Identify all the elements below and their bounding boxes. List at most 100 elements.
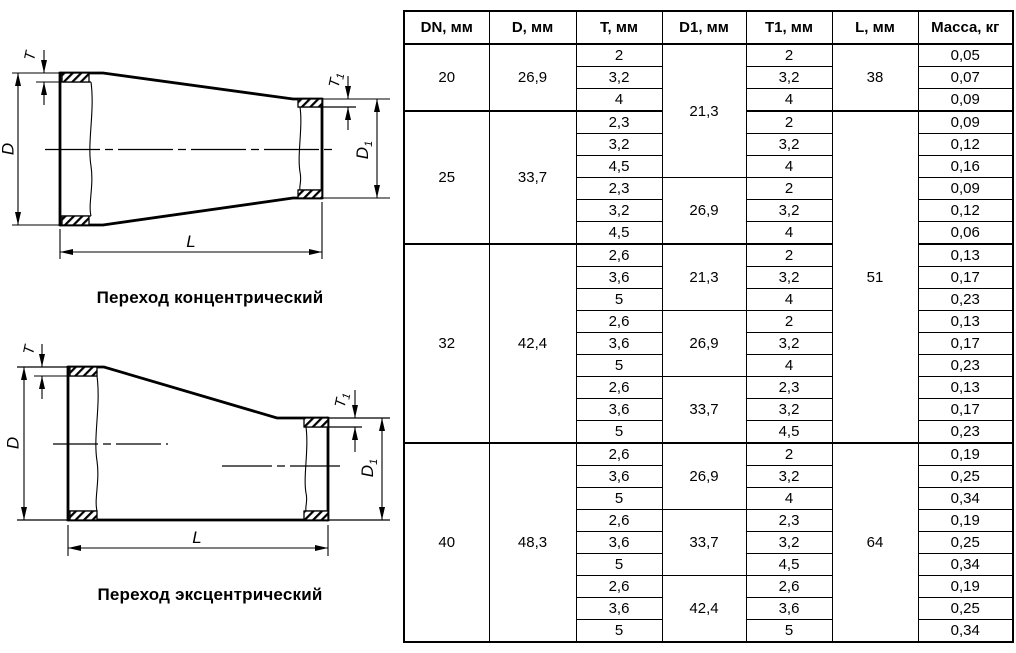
- inner-wall-edges: [68, 375, 362, 512]
- table-cell: 4: [745, 221, 833, 245]
- table-row: 3,2 3,2 0,12: [404, 133, 1014, 156]
- table-cell: 2: [745, 243, 833, 267]
- dim-label-T1: T1: [332, 391, 354, 410]
- table-cell: 0,23: [917, 420, 1014, 444]
- table-cell: 0,23: [917, 288, 1014, 311]
- table-cell: 0,09: [917, 110, 1014, 134]
- table-cell: 0,09: [917, 177, 1014, 200]
- dim-label-T: T: [21, 48, 40, 62]
- table-cell: 26,9: [488, 43, 577, 112]
- table-cell: 4: [745, 288, 833, 311]
- dimension-D1: [322, 98, 390, 199]
- table-cell: 2,6: [575, 310, 663, 333]
- table-cell: 3,2: [745, 266, 833, 289]
- dim-label-D: D: [0, 143, 17, 155]
- table-row: 3,2 3,2 0,12: [404, 199, 1014, 222]
- table-cell: 0,17: [917, 332, 1014, 355]
- table-cell: 0,19: [917, 442, 1014, 466]
- eccentric-caption: Переход эксцентрический: [97, 585, 323, 604]
- table-row: 2,6 33,7 2,3 0,19: [404, 509, 1014, 576]
- table-row: 3,6 3,2 0,25: [404, 531, 1014, 554]
- table-cell: 3,2: [745, 199, 833, 222]
- table-cell: 32: [403, 243, 490, 444]
- table-cell: 4,5: [575, 221, 663, 245]
- dimension-T: [36, 50, 60, 105]
- table-cell: 2,6: [575, 442, 663, 466]
- table-row: 3,6 3,2 0,17: [404, 332, 1014, 355]
- table-cell: 2,3: [575, 177, 663, 200]
- table-cell: 3,2: [575, 199, 663, 222]
- table-cell: 3,6: [575, 465, 663, 488]
- table-row: 4,5 4 0,16: [404, 155, 1014, 178]
- table-cell: 3,6: [575, 597, 663, 620]
- table-header-row: DN, мм D, мм T, мм D1, мм T1, мм L, мм Масса, …: [403, 10, 1014, 45]
- table-cell: 5: [575, 420, 663, 444]
- table-cell: 2,3: [745, 376, 833, 399]
- table-cell: 3,6: [575, 398, 663, 421]
- table-cell: 38: [831, 43, 919, 112]
- table-row: 4,5 4 0,06: [404, 221, 1014, 245]
- table-cell: 0,07: [917, 66, 1014, 89]
- table-cell: 3,2: [745, 465, 833, 488]
- dim-label-L: L: [186, 232, 195, 251]
- column-header: Масса, кг: [917, 10, 1014, 45]
- dimensions-table: DN, мм D, мм T, мм D1, мм T1, мм L, мм Масса, …: [403, 10, 1014, 643]
- dimension-T: [34, 344, 68, 399]
- table-row: 4 4 0,09: [404, 88, 1014, 112]
- table-cell: 0,25: [917, 465, 1014, 488]
- table-cell: 2,6: [575, 509, 663, 532]
- table-cell: 2: [745, 442, 833, 466]
- table-cell: 5: [575, 619, 663, 643]
- table-row: 5 5 0,34: [404, 619, 1014, 643]
- table-cell: 4,5: [745, 553, 833, 576]
- break-lines: [95, 375, 308, 512]
- table-cell: 2,6: [745, 575, 833, 598]
- table-row: 3,6 3,6 0,25: [404, 597, 1014, 620]
- dim-label-D1: D1: [353, 141, 374, 159]
- table-cell: 20: [403, 43, 490, 112]
- table-cell: 4: [745, 354, 833, 377]
- table-cell: 48,3: [488, 442, 577, 643]
- table-row: 5 4 0,34: [404, 487, 1014, 510]
- table-cell: 3,2: [745, 133, 833, 156]
- dim-label-T: T: [20, 342, 39, 356]
- table-cell: 3,2: [745, 531, 833, 554]
- table-cell: 0,17: [917, 398, 1014, 421]
- table-cell: 25: [403, 110, 490, 245]
- column-header: T1, мм: [745, 10, 833, 45]
- table-row: 25 33,7 2,3 2 51 0,09: [403, 110, 1014, 444]
- table-cell: 3,2: [745, 66, 833, 89]
- break-lines: [89, 81, 302, 217]
- table-cell: 0,16: [917, 155, 1014, 178]
- column-header: L, мм: [831, 10, 919, 45]
- concentric-caption: Переход концентрический: [96, 288, 324, 307]
- concentric-reducer-drawing: D T T1 D1 L: [0, 48, 390, 259]
- dim-label-D: D: [3, 437, 22, 449]
- dim-label-D1: D1: [358, 459, 379, 477]
- table-cell: 0,12: [917, 133, 1014, 156]
- table-cell: 0,34: [917, 487, 1014, 510]
- table-cell: 5: [575, 487, 663, 510]
- table-row: 5 4 0,23: [404, 354, 1014, 377]
- table-cell: 64: [831, 442, 919, 643]
- column-header: D, мм: [488, 10, 577, 45]
- table-body: 20 26,9 2 21,3 2 38 0,05 3,2 3,2 0,07 4 4 0,09 25 33,7…: [403, 43, 1014, 643]
- table-cell: 4,5: [575, 155, 663, 178]
- table-row: 2,6 42,4 2,6 0,19: [404, 575, 1014, 643]
- table-cell: 21,3: [661, 243, 747, 311]
- table-cell: 0,25: [917, 597, 1014, 620]
- table-cell: 3,2: [575, 66, 663, 89]
- table-cell: 2,6: [575, 376, 663, 399]
- wall-section-hatch: [61, 72, 323, 226]
- table-cell: 26,9: [661, 177, 747, 245]
- table-cell: 4,5: [745, 420, 833, 444]
- table-cell: 4: [745, 155, 833, 178]
- table-cell: 4: [745, 487, 833, 510]
- table-cell: 2: [745, 110, 833, 134]
- wall-section-hatch: [69, 366, 329, 521]
- column-header: D1, мм: [661, 10, 747, 45]
- table-row: 5 4,5 0,34: [404, 553, 1014, 576]
- table-cell: 33,7: [661, 509, 747, 576]
- table-cell: 0,09: [917, 88, 1014, 112]
- table-cell: 0,19: [917, 509, 1014, 532]
